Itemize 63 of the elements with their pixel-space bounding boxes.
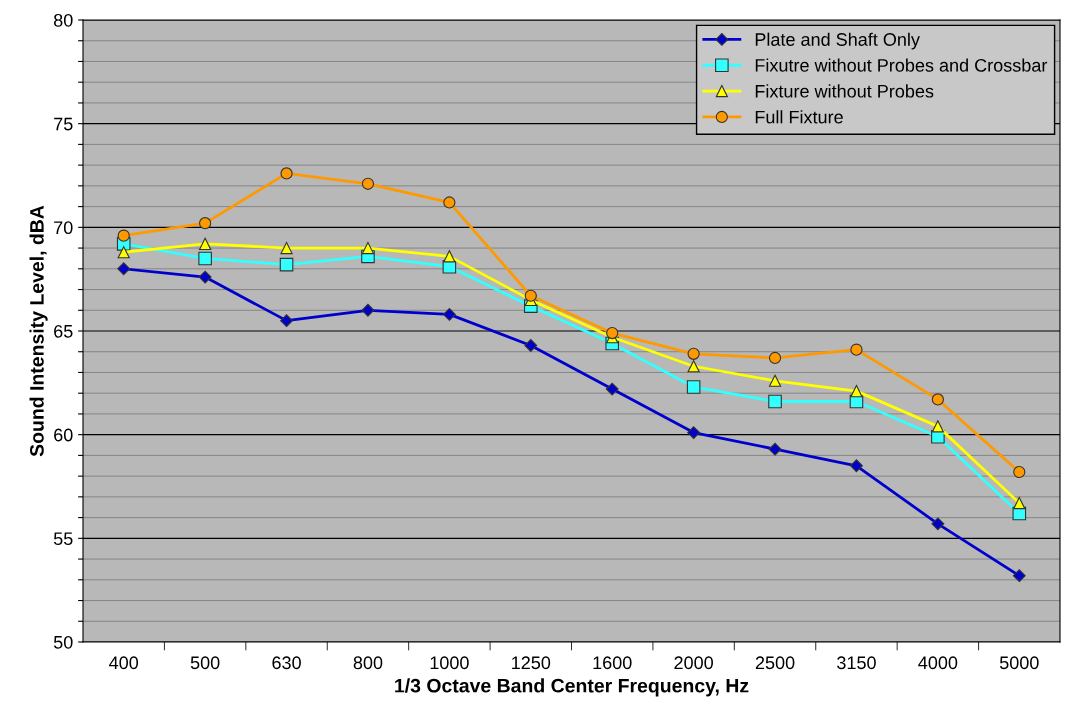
point <box>361 177 375 190</box>
x-tick-label: 800 <box>353 656 383 670</box>
point <box>198 270 212 284</box>
y-tick-label: 50 <box>53 635 73 649</box>
legend-label: Fixture without Probes <box>755 84 934 98</box>
point <box>524 339 538 352</box>
point <box>931 420 944 433</box>
point <box>1012 569 1026 583</box>
legend-label: Full Fixture <box>755 110 843 124</box>
point <box>199 237 212 251</box>
x-tick-label: 1000 <box>430 656 469 670</box>
point <box>361 303 375 317</box>
point <box>1013 465 1026 479</box>
point <box>687 360 700 373</box>
x-tick-label: 1250 <box>512 656 551 670</box>
point <box>605 382 619 396</box>
point <box>280 314 293 328</box>
y-tick-label: 60 <box>54 428 73 442</box>
legend-label: Fixutre without Probes and Crossbar <box>755 58 1048 72</box>
point <box>117 262 131 276</box>
point <box>198 251 212 266</box>
point <box>361 241 375 255</box>
point <box>768 442 782 456</box>
point <box>931 517 945 531</box>
point <box>687 347 700 360</box>
point <box>443 250 456 263</box>
y-tick-label: 65 <box>54 324 73 338</box>
point <box>768 374 782 387</box>
point <box>768 351 782 365</box>
point <box>117 246 130 259</box>
point <box>524 289 537 302</box>
x-tick-label: 400 <box>109 656 139 670</box>
point <box>117 229 130 242</box>
point <box>931 393 944 406</box>
y-tick-label: 75 <box>54 117 73 131</box>
point <box>606 326 619 340</box>
x-tick-label: 3150 <box>837 656 876 670</box>
point <box>279 257 294 272</box>
y-tick-label: 70 <box>54 221 73 235</box>
legend-label: Plate and Shaft Only <box>755 32 920 50</box>
x-axis-title: 1/3 Octave Band Center Frequency, Hz <box>395 678 749 697</box>
point <box>850 343 863 356</box>
point <box>280 167 293 180</box>
y-tick-label: 80 <box>53 13 73 27</box>
point <box>442 307 456 321</box>
x-tick-label: 5000 <box>999 656 1039 670</box>
x-tick-label: 2000 <box>674 656 713 670</box>
x-tick-label: 4000 <box>918 656 958 670</box>
y-tick-label: 55 <box>53 532 73 546</box>
point <box>768 394 782 409</box>
point <box>686 380 701 394</box>
x-tick-label: 2500 <box>755 656 795 670</box>
point <box>199 217 212 230</box>
x-tick-label: 1600 <box>593 656 632 670</box>
y-axis-title: Sound Intensity Level, dBA <box>29 205 48 457</box>
point <box>280 241 293 255</box>
point <box>443 196 456 209</box>
point <box>850 385 863 398</box>
point <box>1013 496 1026 510</box>
point <box>687 426 701 440</box>
x-tick-label: 630 <box>272 656 301 670</box>
x-tick-label: 500 <box>190 656 220 670</box>
point <box>850 459 863 473</box>
